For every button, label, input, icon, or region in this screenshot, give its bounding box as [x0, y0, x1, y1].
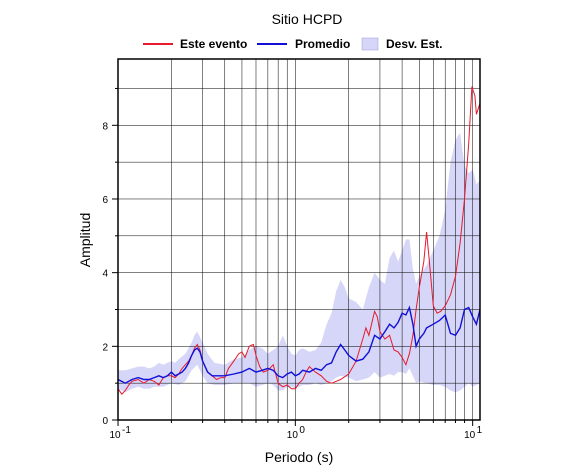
legend-label: Este evento — [180, 37, 247, 51]
y-tick-label: 2 — [102, 342, 108, 353]
legend-label: Promedio — [295, 37, 350, 51]
x-tick-label: 10 — [287, 430, 299, 441]
legend-label: Desv. Est. — [386, 37, 442, 51]
y-tick-label: 8 — [102, 121, 108, 132]
legend-swatch-desv-est — [361, 37, 379, 51]
x-tick-exponent: -1 — [122, 425, 131, 436]
series-line-promedio — [118, 305, 480, 384]
x-tick-exponent: 1 — [477, 425, 483, 436]
y-tick-label: 4 — [102, 269, 108, 280]
x-tick-label: 10 — [109, 430, 121, 441]
grid-lines — [118, 59, 480, 420]
y-axis-label: Amplitud — [77, 213, 93, 267]
std-dev-band — [118, 132, 480, 393]
chart-title: Sitio HCPD — [272, 11, 343, 27]
x-tick-exponent: 0 — [299, 425, 305, 436]
y-tick-label: 6 — [102, 195, 108, 206]
y-tick-label: 0 — [102, 416, 108, 427]
series-line-este-evento — [118, 86, 480, 395]
x-tick-label: 10 — [464, 430, 476, 441]
legend: Este evento Promedio Desv. Est. — [143, 37, 442, 51]
x-axis-label: Periodo (s) — [265, 449, 333, 465]
plot-frame — [117, 58, 481, 421]
